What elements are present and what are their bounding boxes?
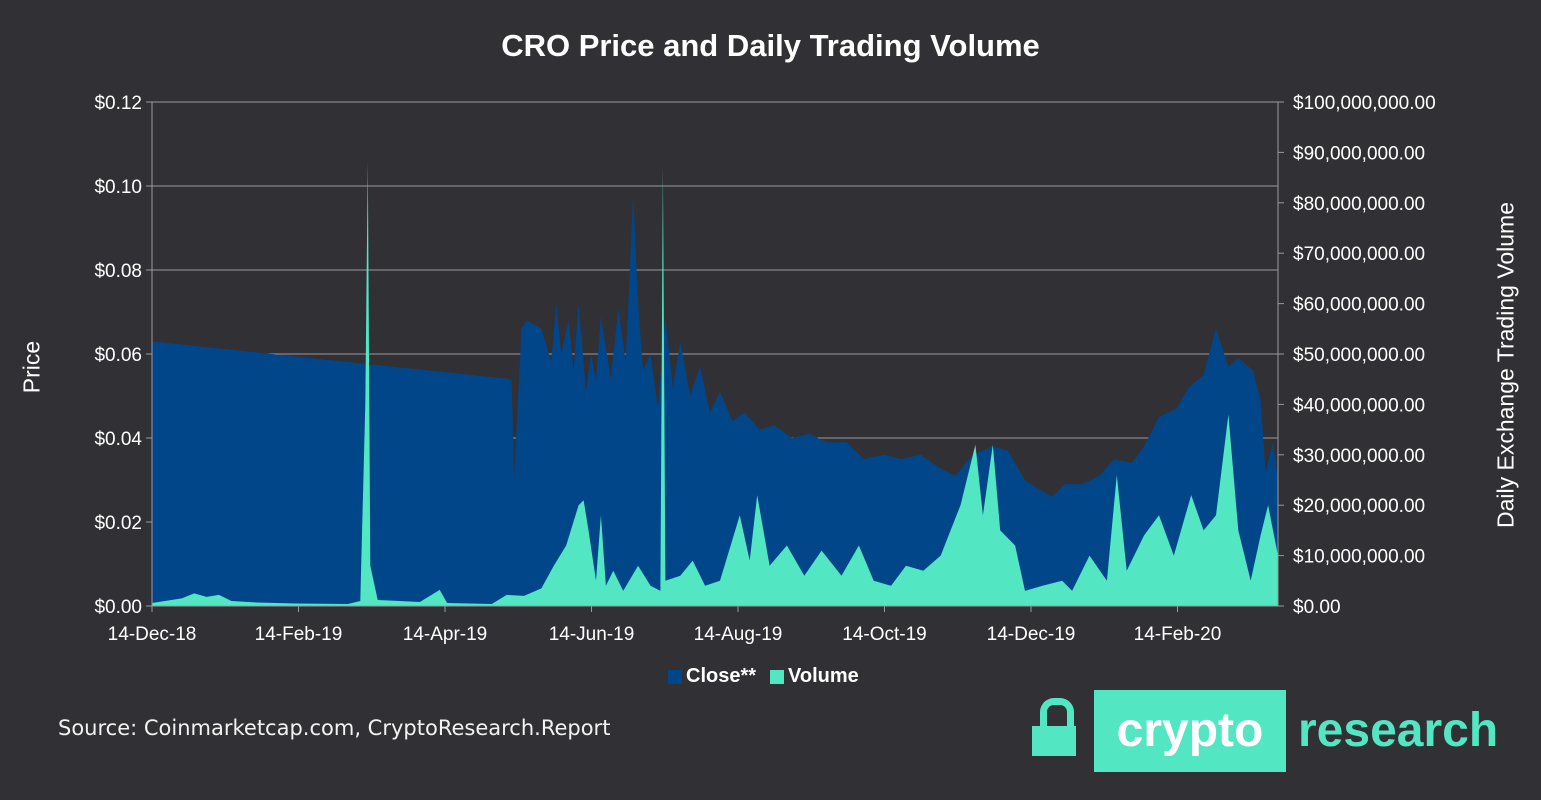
x-tick-label: 14-Feb-19 (255, 624, 343, 645)
y-right-tick-label: $10,000,000.00 (1293, 547, 1425, 568)
y-left-tick-label: $0.06 (94, 345, 142, 366)
legend-swatch-volume (770, 669, 785, 684)
y-left-tick-label: $0.12 (94, 93, 142, 114)
y-left-tick-label: $0.02 (94, 513, 142, 534)
x-tick-label: 14-Dec-18 (108, 624, 197, 645)
y-right-tick-label: $30,000,000.00 (1293, 446, 1425, 467)
y-axis-left-label: Price (18, 340, 45, 394)
x-tick-label: 14-Dec-19 (987, 624, 1076, 645)
y-right-tick-label: $60,000,000.00 (1293, 295, 1425, 316)
legend-label-close: Close** (686, 665, 757, 687)
x-tick-label: 14-Oct-19 (842, 624, 926, 645)
logo-box-text: crypto (1094, 690, 1286, 772)
y-right-tick-label: $90,000,000.00 (1293, 143, 1425, 164)
legend: Close** Volume (668, 665, 873, 688)
y-right-tick-label: $70,000,000.00 (1293, 244, 1425, 265)
logo-word-text: research (1298, 704, 1499, 757)
y-left-tick-label: $0.04 (94, 429, 142, 450)
y-right-tick-label: $40,000,000.00 (1293, 395, 1425, 416)
x-tick-label: 14-Apr-19 (403, 624, 488, 645)
legend-item-volume: Volume (770, 665, 859, 688)
y-right-tick-label: $0.00 (1293, 597, 1341, 618)
x-tick-label: 14-Aug-19 (694, 624, 783, 645)
y-right-tick-label: $100,000,000.00 (1293, 93, 1436, 114)
x-tick-label: 14-Jun-19 (549, 624, 635, 645)
legend-item-close: Close** (668, 665, 756, 688)
legend-swatch-close (668, 669, 682, 684)
y-right-tick-label: $50,000,000.00 (1293, 345, 1425, 366)
padlock-icon (1032, 698, 1076, 756)
y-left-tick-label: $0.08 (94, 261, 142, 282)
y-right-tick-label: $80,000,000.00 (1293, 194, 1425, 215)
series-volume-area (152, 162, 1278, 606)
chart-title: CRO Price and Daily Trading Volume (501, 28, 1040, 63)
y-axis-right-label: Daily Exchange Trading Volume (1492, 201, 1519, 529)
y-right-tick-label: $20,000,000.00 (1293, 496, 1425, 517)
source-note: Source: Coinmarketcap.com, CryptoResearc… (58, 716, 611, 740)
y-left-tick-label: $0.10 (94, 177, 142, 198)
x-tick-label: 14-Feb-20 (1134, 624, 1222, 645)
y-left-tick-label: $0.00 (94, 597, 142, 618)
legend-label-volume: Volume (788, 665, 859, 687)
